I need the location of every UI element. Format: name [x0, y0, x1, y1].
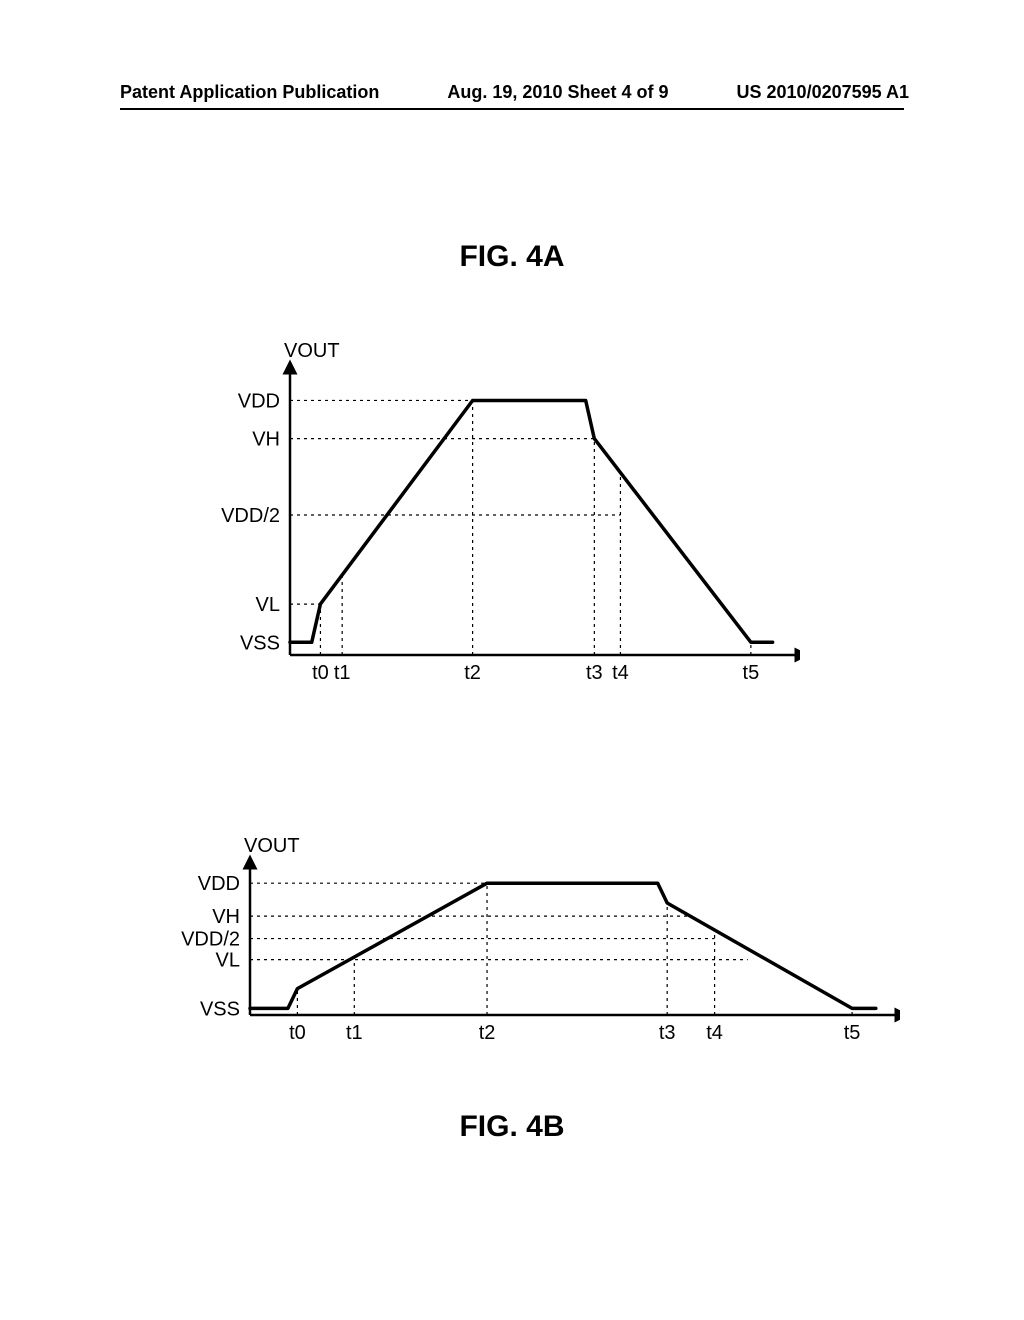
chart-svg: VOUTVDD VHVDD/2VL VSS t0 t1 t2 t3 t4 t5 [155, 830, 900, 1070]
y-axis-title: VOUT [284, 340, 340, 362]
x-label: t0 [289, 1022, 306, 1044]
x-label: t3 [659, 1022, 676, 1044]
waveform [250, 883, 876, 1008]
header-center: Aug. 19, 2010 Sheet 4 of 9 [447, 82, 668, 103]
x-label: t0 [312, 662, 329, 684]
x-label: t5 [743, 662, 760, 684]
x-label: t1 [334, 662, 351, 684]
figure-4a-chart: VOUT VDD VH VDD/2 VL VSS t0t1 t2 t3 t4 t5 [200, 330, 800, 710]
y-label: VSS [240, 632, 280, 654]
y-label: VDD [198, 873, 240, 895]
y-label: VH [252, 429, 280, 451]
y-label: VH [212, 906, 240, 928]
waveform [290, 401, 773, 643]
y-label: VDD/2 [181, 929, 240, 951]
header-right: US 2010/0207595 A1 [737, 82, 909, 103]
chart-svg: VOUT VDD VH VDD/2 VL VSS t0t1 t2 t3 t4 t5 [200, 330, 800, 710]
y-label: VDD [238, 390, 280, 412]
x-label: t4 [612, 662, 629, 684]
page: Patent Application Publication Aug. 19, … [0, 0, 1024, 1320]
x-label: t2 [479, 1022, 496, 1044]
figure-4b-chart: VOUTVDD VHVDD/2VL VSS t0 t1 t2 t3 t4 t5 [155, 830, 900, 1070]
header-rule [120, 108, 904, 110]
figure-4b-title: FIG. 4B [0, 1110, 1024, 1144]
figure-4a-title: FIG. 4A [0, 240, 1024, 274]
y-label: VDD/2 [221, 505, 280, 527]
x-label: t1 [346, 1022, 363, 1044]
page-header: Patent Application Publication Aug. 19, … [0, 82, 1024, 103]
x-label: t3 [586, 662, 603, 684]
x-label: t2 [464, 662, 481, 684]
y-label: VSS [200, 998, 240, 1020]
y-label: VL [216, 950, 240, 972]
y-label: VL [256, 594, 280, 616]
header-left: Patent Application Publication [120, 82, 379, 103]
x-label: t5 [844, 1022, 861, 1044]
y-axis-title: VOUT [244, 835, 300, 857]
x-label: t4 [706, 1022, 723, 1044]
